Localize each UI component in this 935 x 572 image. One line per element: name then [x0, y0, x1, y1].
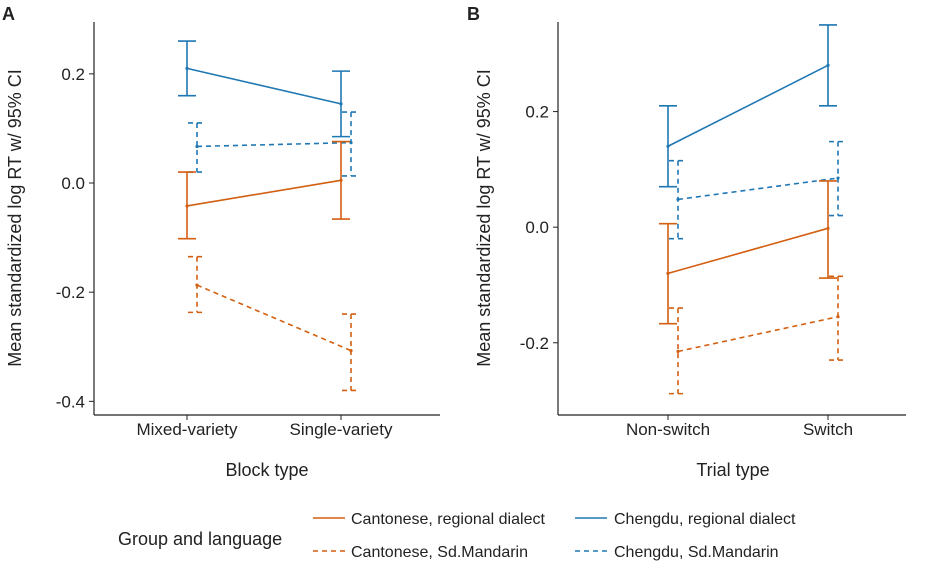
data-point — [339, 178, 343, 182]
error-bar — [669, 307, 687, 395]
legend-item-cantonese-sd-mandarin: Cantonese, Sd.Mandarin — [313, 544, 528, 561]
series-line — [186, 179, 342, 207]
legend-label: Chengdu, regional dialect — [614, 511, 796, 528]
y-tick-label: 0.0 — [61, 174, 85, 193]
series-cantonese-sd-mandarin — [669, 275, 847, 395]
data-point — [185, 66, 189, 70]
legend-label: Cantonese, Sd.Mandarin — [351, 544, 528, 561]
panel-a-y-axis-title: Mean standardized log RT w/ 95% CI — [5, 69, 25, 367]
series-cantonese-sd-mandarin — [188, 255, 360, 392]
panel-b-y-axis-title: Mean standardized log RT w/ 95% CI — [474, 69, 494, 367]
series-chengdu-regional-dialect — [659, 24, 837, 188]
panel-b: B Mean standardized log RT w/ 95% CI Tri… — [467, 4, 906, 480]
data-point — [666, 144, 670, 148]
legend-item-chengdu-regional-dialect: Chengdu, regional dialect — [575, 511, 796, 528]
y-tick-label: -0.2 — [56, 283, 85, 302]
series-line — [186, 67, 342, 105]
y-tick-label: 0.0 — [525, 218, 549, 237]
data-point — [195, 283, 199, 287]
data-point — [836, 315, 840, 319]
panel-a-x-axis-title: Block type — [225, 460, 308, 480]
data-point — [826, 226, 830, 230]
panel-b-series — [659, 24, 847, 395]
legend-label: Chengdu, Sd.Mandarin — [614, 544, 779, 561]
data-point — [666, 271, 670, 276]
panel-a-y-ticks: 0.2 0.0 -0.2 -0.4 — [56, 65, 94, 411]
series-line — [196, 141, 352, 148]
legend-item-cantonese-regional-dialect: Cantonese, regional dialect — [313, 511, 545, 528]
error-bar — [342, 313, 360, 392]
panel-a-x-ticks: Mixed-variety Single-variety — [136, 415, 393, 439]
series-cantonese-regional-dialect — [178, 140, 350, 240]
series-chengdu-sd-mandarin — [669, 140, 847, 240]
panel-b-label: B — [467, 4, 480, 24]
y-tick-label: 0.2 — [525, 103, 549, 122]
data-point — [676, 349, 680, 354]
series-line — [196, 284, 352, 352]
data-point — [349, 141, 353, 145]
series-line — [667, 64, 829, 147]
legend-label: Cantonese, regional dialect — [351, 511, 545, 528]
y-tick-label: -0.2 — [520, 334, 549, 353]
data-point — [826, 63, 830, 67]
series-line — [677, 177, 839, 201]
data-point — [185, 204, 189, 208]
panel-a-series — [178, 40, 360, 392]
legend-title: Group and language — [118, 529, 282, 549]
series-chengdu-regional-dialect — [178, 40, 350, 138]
panel-a-label: A — [2, 4, 15, 24]
data-point — [676, 197, 680, 202]
error-bar — [829, 275, 847, 361]
panel-b-y-ticks: 0.2 0.0 -0.2 — [520, 103, 558, 353]
data-point — [195, 144, 199, 149]
series-cantonese-regional-dialect — [659, 180, 837, 325]
data-point — [349, 348, 353, 353]
y-tick-label: 0.2 — [61, 65, 85, 84]
data-point — [836, 176, 840, 180]
legend-item-chengdu-sd-mandarin: Chengdu, Sd.Mandarin — [575, 544, 779, 561]
panel-b-x-ticks: Non-switch Switch — [626, 415, 853, 439]
x-tick-label: Single-variety — [290, 420, 393, 439]
x-tick-label: Non-switch — [626, 420, 710, 439]
series-chengdu-sd-mandarin — [188, 111, 360, 177]
x-tick-label: Mixed-variety — [136, 420, 238, 439]
legend: Group and language Cantonese, regional d… — [118, 511, 796, 561]
series-line — [677, 315, 839, 353]
panel-b-x-axis-title: Trial type — [696, 460, 769, 480]
series-line — [667, 227, 829, 275]
y-tick-label: -0.4 — [56, 392, 85, 411]
x-tick-label: Switch — [803, 420, 853, 439]
data-point — [339, 102, 343, 106]
panel-a: A Mean standardized log RT w/ 95% CI Blo… — [2, 4, 440, 480]
